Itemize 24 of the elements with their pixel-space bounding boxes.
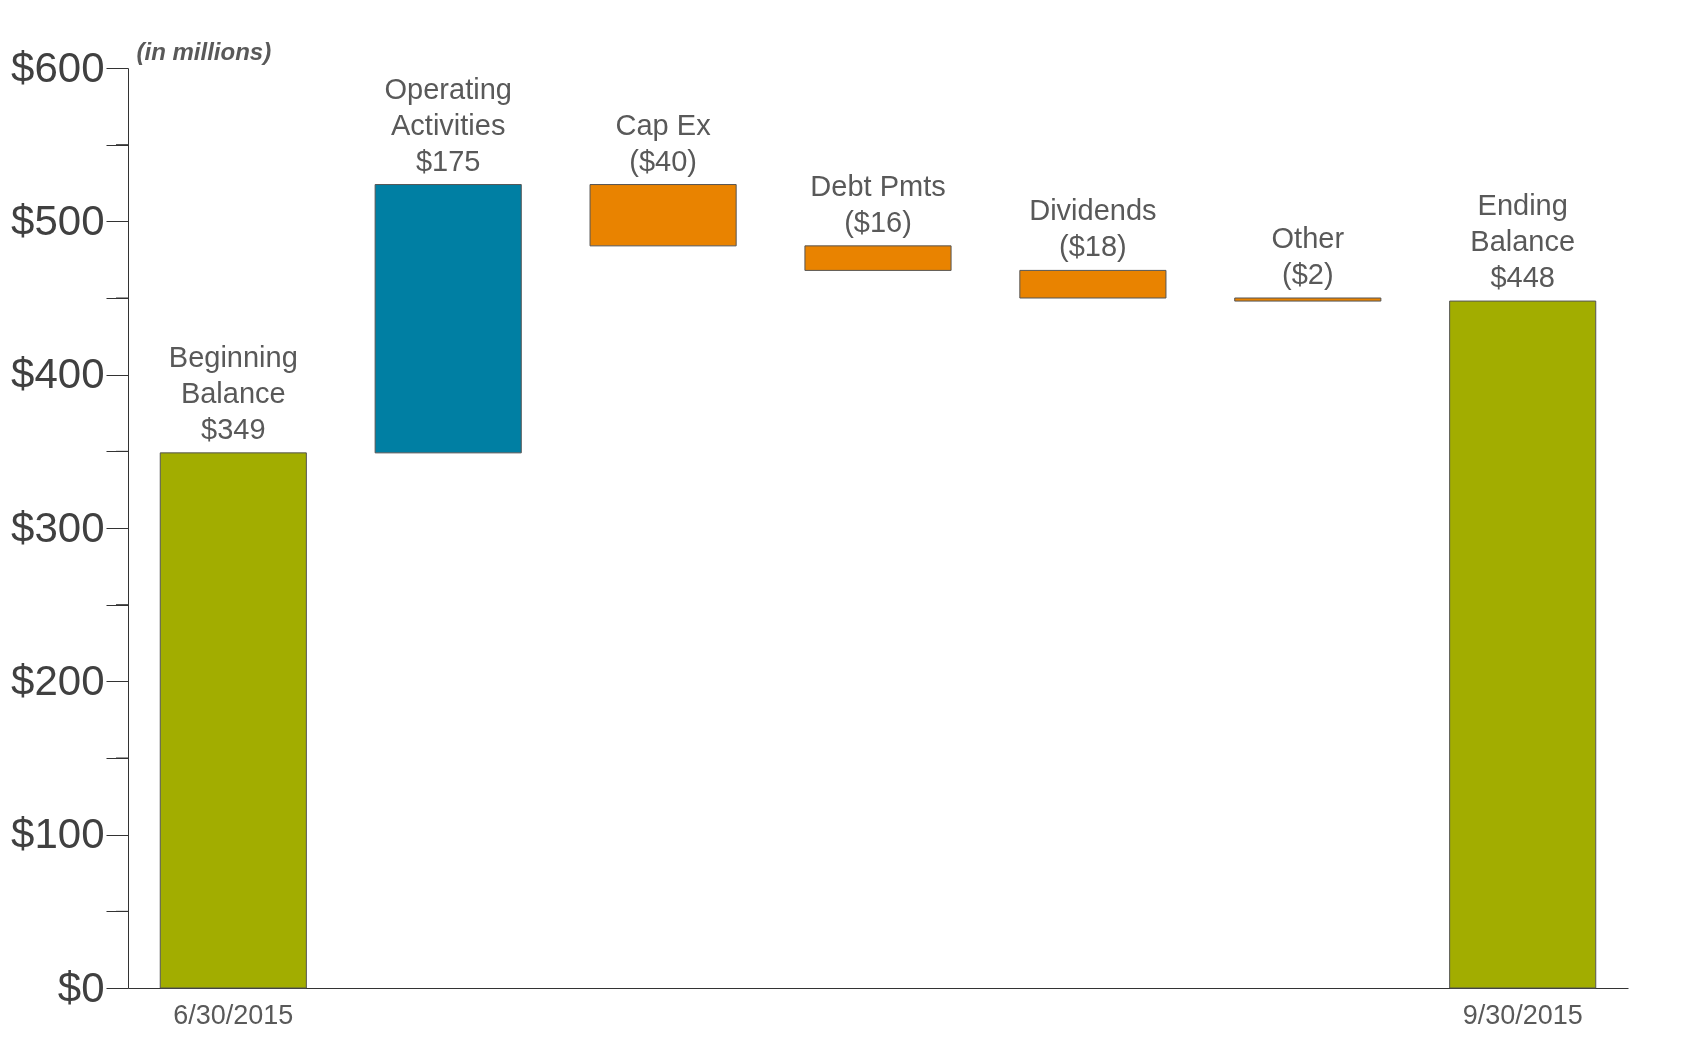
- y-tick-label: $200: [11, 656, 105, 704]
- data-label: Debt Pmts ($16): [810, 169, 946, 238]
- y-tick-label: $100: [11, 810, 105, 858]
- bar: [589, 184, 737, 247]
- bar: [374, 184, 522, 454]
- bar: [804, 245, 952, 271]
- bar: [1019, 269, 1167, 299]
- bar: [1234, 297, 1382, 302]
- y-tick-label: $400: [11, 350, 105, 398]
- data-label: Other ($2): [1271, 222, 1345, 290]
- data-label: Ending Balance $448: [1470, 189, 1576, 294]
- x-tick-label: 6/30/2015: [173, 999, 294, 1030]
- data-label: Dividends ($18): [1029, 194, 1157, 263]
- x-tick-label: 9/30/2015: [1462, 999, 1583, 1030]
- y-tick-label: $300: [11, 503, 105, 551]
- y-tick-label: $0: [57, 963, 105, 1011]
- data-label: Operating Activities $175: [384, 72, 512, 177]
- bar: [1449, 300, 1597, 989]
- data-label: Cap Ex ($40): [615, 108, 712, 177]
- bar: [159, 452, 307, 989]
- y-tick-label: $500: [11, 196, 105, 244]
- y-tick-label: $600: [11, 43, 105, 91]
- data-label: Beginning Balance $349: [168, 340, 298, 445]
- y-axis-title: (in millions): [136, 37, 272, 65]
